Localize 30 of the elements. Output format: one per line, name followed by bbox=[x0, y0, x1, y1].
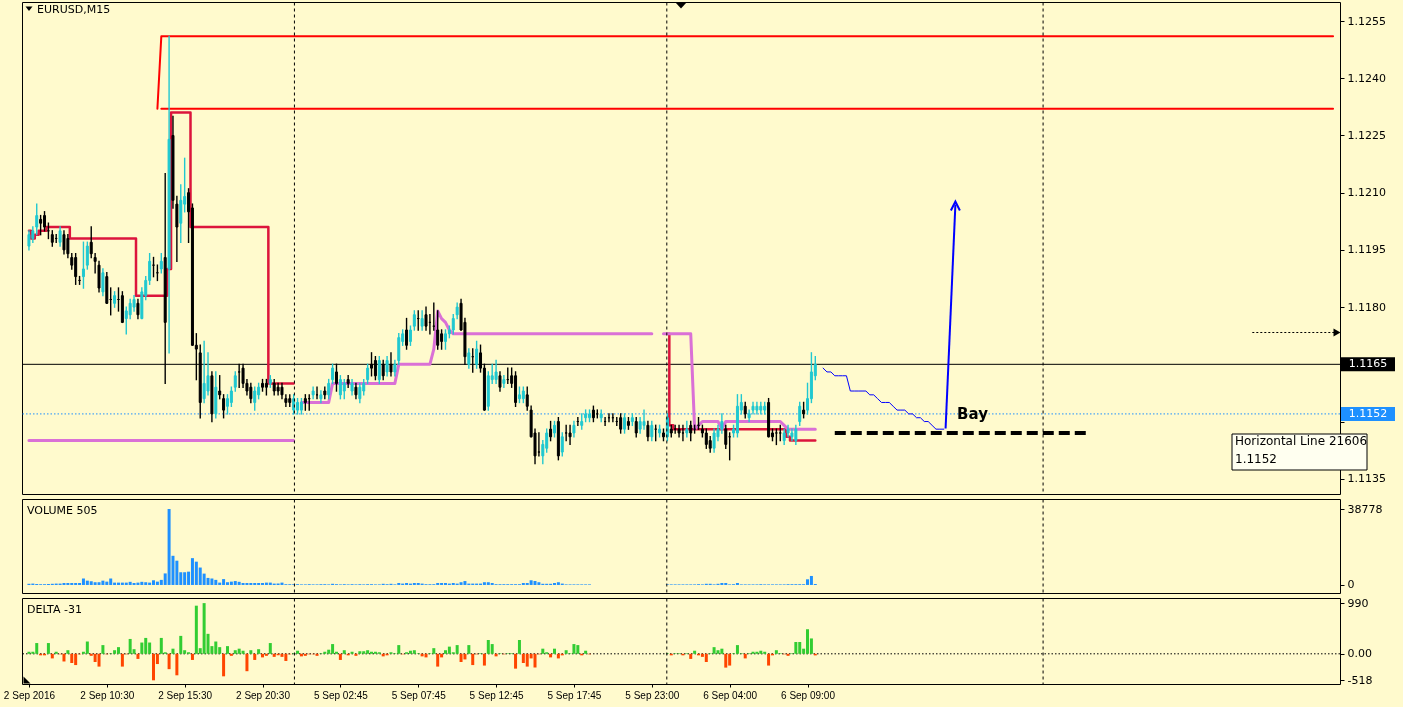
y-tick-label: 1.1180 bbox=[1347, 300, 1386, 314]
x-tick-label: 2 Sep 2016 bbox=[3, 689, 56, 701]
x-tick-label: 5 Sep 12:45 bbox=[469, 689, 524, 701]
y-tick-label: 0 bbox=[1347, 578, 1355, 592]
x-tick-label: 2 Sep 15:30 bbox=[158, 689, 213, 701]
y-tick-label: 0.00 bbox=[1347, 647, 1372, 661]
chart-title: EURUSD,M15 bbox=[37, 3, 111, 16]
x-tick-label: 2 Sep 20:30 bbox=[236, 689, 291, 701]
y-tick-label: 1.1195 bbox=[1347, 243, 1386, 257]
x-tick-label: 6 Sep 04:00 bbox=[703, 689, 758, 701]
x-tick-label: 5 Sep 02:45 bbox=[313, 689, 369, 701]
annotation: Bay bbox=[957, 404, 989, 423]
x-tick-label: 6 Sep 09:00 bbox=[781, 689, 836, 701]
y-tick-label: 1.1255 bbox=[1347, 14, 1386, 28]
y-tick-label: 1.1135 bbox=[1347, 472, 1386, 486]
ref-line-label: 1.1152 bbox=[1348, 406, 1388, 420]
y-tick-label: 1.1225 bbox=[1347, 128, 1386, 142]
y-tick-label: -518 bbox=[1347, 673, 1373, 687]
y-tick-label: 990 bbox=[1347, 596, 1369, 610]
text: DELTA -31 bbox=[27, 603, 82, 616]
y-tick-label: 1.1210 bbox=[1347, 186, 1386, 200]
text: VOLUME 505 bbox=[27, 504, 98, 517]
annotation: Horizontal Line 21606 1.1152 bbox=[1235, 434, 1368, 466]
y-tick-label: 1.1240 bbox=[1347, 71, 1386, 85]
y-tick-label: 38778 bbox=[1347, 502, 1383, 516]
x-tick-label: 5 Sep 23:00 bbox=[625, 689, 680, 701]
x-tick-label: 5 Sep 17:45 bbox=[547, 689, 602, 701]
x-tick-label: 5 Sep 07:45 bbox=[391, 689, 447, 701]
x-tick-label: 2 Sep 10:30 bbox=[80, 689, 135, 701]
ref-line-label: 1.1165 bbox=[1348, 357, 1388, 371]
